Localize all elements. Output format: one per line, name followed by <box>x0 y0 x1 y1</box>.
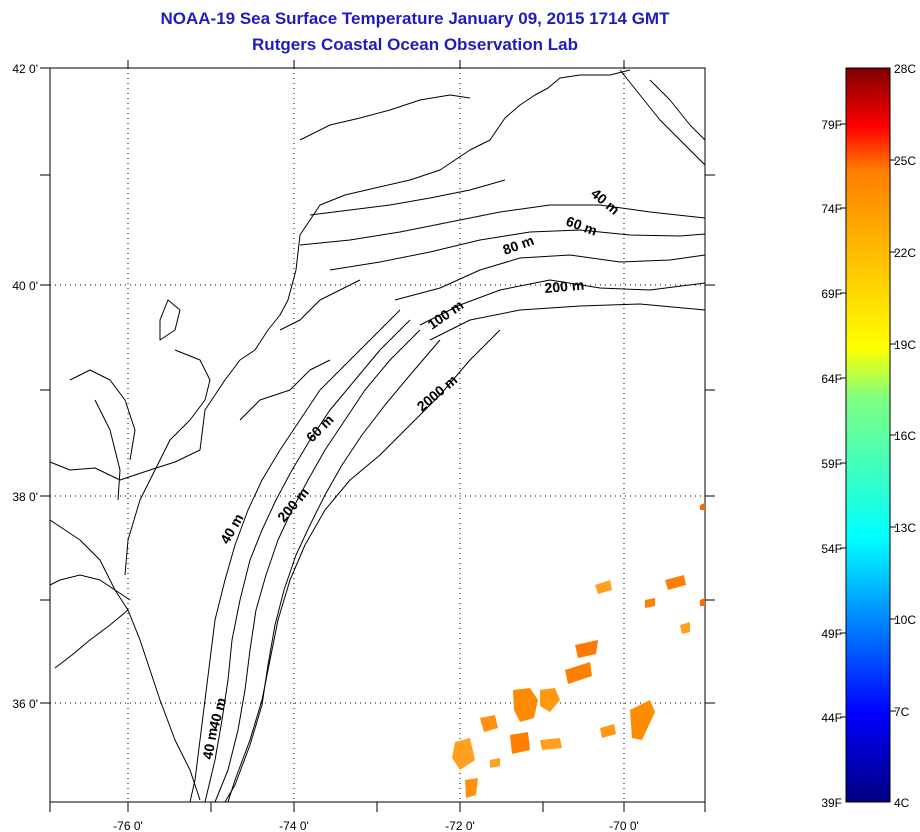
map-frame <box>49 67 706 803</box>
depth-label: 40 m <box>205 696 229 731</box>
map-grid <box>50 68 705 802</box>
map-ticks <box>40 60 715 812</box>
map-subtitle: Rutgers Coastal Ocean Observation Lab <box>252 35 578 54</box>
lat-label: 40 0' <box>12 279 38 293</box>
lat-label: 38 0' <box>12 490 38 504</box>
lat-lon-labels: -76 0' -74 0' -72 0' -70 0' 42 0' 40 0' … <box>12 62 638 832</box>
celsius-label: 4C <box>894 796 910 810</box>
fahrenheit-label: 39F <box>821 796 842 810</box>
colorbar-labels: 28C 25C 22C 19C 16C 13C 10C 7C 4C 79F 74… <box>821 62 916 810</box>
celsius-label: 16C <box>894 429 916 443</box>
fahrenheit-label: 59F <box>821 457 842 471</box>
fahrenheit-label: 69F <box>821 287 842 301</box>
lon-label: -70 0' <box>609 819 639 832</box>
celsius-label: 19C <box>894 338 916 352</box>
fahrenheit-label: 49F <box>821 627 842 641</box>
fahrenheit-label: 79F <box>821 118 842 132</box>
colorbar <box>845 67 891 803</box>
fahrenheit-label: 54F <box>821 542 842 556</box>
lon-label: -72 0' <box>445 819 475 832</box>
map-title: NOAA-19 Sea Surface Temperature January … <box>160 9 670 28</box>
depth-label: 40 m <box>199 726 220 760</box>
lon-label: -76 0' <box>113 819 143 832</box>
fahrenheit-label: 74F <box>821 202 842 216</box>
lat-label: 42 0' <box>12 62 38 76</box>
sst-patches <box>452 503 705 798</box>
fahrenheit-label: 44F <box>821 711 842 725</box>
celsius-label: 25C <box>894 154 916 168</box>
depth-label: 200 m <box>544 277 585 296</box>
fahrenheit-label: 64F <box>821 372 842 386</box>
celsius-label: 10C <box>894 613 916 627</box>
colorbar-ticks <box>840 123 896 718</box>
celsius-label: 22C <box>894 246 916 260</box>
celsius-label: 7C <box>894 705 910 719</box>
lat-label: 36 0' <box>12 697 38 711</box>
lon-label: -74 0' <box>279 819 309 832</box>
celsius-label: 28C <box>894 62 916 76</box>
coastline <box>49 69 706 803</box>
celsius-label: 13C <box>894 521 916 535</box>
